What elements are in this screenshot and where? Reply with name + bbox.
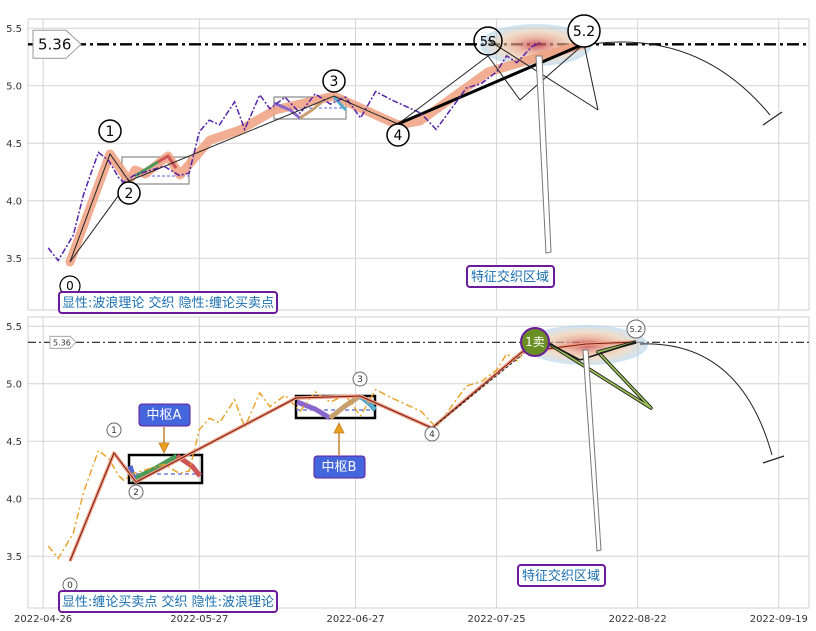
- top-hub-seg-green: [134, 160, 159, 178]
- svg-text:5.2: 5.2: [573, 24, 595, 40]
- top-wave-label-52: 5.2: [567, 14, 601, 48]
- bottom-bi-line: [69, 341, 637, 562]
- top-ytick-label: 5.5: [6, 24, 22, 35]
- top-ytick-label: 4.0: [6, 197, 22, 208]
- bottom-projection-leg-b: [545, 341, 581, 361]
- top-wave-label-4: 4: [386, 123, 410, 147]
- top-annotation-box: 特征交织区域: [466, 265, 555, 288]
- bottom-reference-label: 5.36: [53, 338, 71, 347]
- svg-text:2: 2: [125, 186, 134, 202]
- svg-text:1: 1: [111, 426, 117, 436]
- top-panel: 3.5 4.0 4.5 5.0 5.5 5.36: [6, 14, 810, 314]
- svg-text:5.2: 5.2: [630, 325, 643, 334]
- bottom-hub-seg-tan: [328, 393, 362, 420]
- bottom-wave-label-3: 3: [352, 371, 368, 387]
- svg-text:0: 0: [67, 581, 73, 591]
- bottom-wave-label-0: 0: [62, 577, 78, 593]
- bottom-wave-label-1: 1: [106, 422, 122, 438]
- bottom-projection-leg: [579, 341, 637, 361]
- top-wave-label-1: 1: [98, 119, 122, 143]
- svg-text:特征交织区域: 特征交织区域: [522, 568, 600, 584]
- bottom-annotation-pointer: [582, 349, 602, 552]
- xtick-label: 2022-09-19: [750, 614, 808, 625]
- svg-text:5S: 5S: [480, 35, 497, 50]
- bottom-projection-cap: [762, 455, 785, 464]
- xtick-label: 2022-05-27: [170, 614, 228, 625]
- svg-text:4: 4: [394, 128, 403, 144]
- sell-signal-label: 1卖: [525, 335, 545, 349]
- bottom-wave-label-2: 2: [128, 484, 144, 500]
- bottom-ytick-label: 4.5: [6, 437, 22, 448]
- svg-text:3: 3: [357, 375, 363, 385]
- bottom-x-axis: 2022-04-26 2022-05-27 2022-06-27 2022-07-25…: [14, 614, 808, 625]
- zhongshu-a-label: 中枢A: [138, 403, 191, 454]
- xtick-label: 2022-07-25: [468, 614, 526, 625]
- top-thin-52-down: [583, 43, 599, 111]
- svg-text:3: 3: [330, 74, 339, 90]
- top-caption-box: 显性:波浪理论 交织 隐性:缠论买卖点: [58, 291, 278, 314]
- top-ytick-label: 4.5: [6, 139, 22, 150]
- bottom-price-series: [47, 339, 543, 560]
- zhongshu-b-label: 中枢B: [313, 422, 366, 479]
- top-projection-cap: [762, 111, 783, 126]
- bottom-green-projection: [545, 341, 652, 409]
- xtick-label: 2022-08-22: [609, 614, 667, 625]
- top-plot-frame: [27, 18, 810, 311]
- bottom-panel: 3.54.04.55.05.5 2022-04-26 2022-05-27 2022…: [6, 316, 810, 625]
- top-ytick-label: 5.0: [6, 82, 22, 93]
- top-wave-label-2: 2: [117, 181, 141, 205]
- top-hub-seg-blue: [332, 96, 348, 112]
- bottom-hub-seg-purple: [296, 399, 332, 421]
- top-wave-label-5s: 5S: [473, 26, 503, 56]
- bottom-ytick-label: 5.5: [6, 322, 22, 333]
- bottom-y-axis: 3.5 4.0 4.5 5.0 5.5: [6, 322, 22, 563]
- top-ytick-label: 3.5: [6, 254, 22, 265]
- bottom-projection-arc: [639, 343, 773, 456]
- bottom-ytick-label: 5.0: [6, 380, 22, 391]
- bottom-reference-tag: 5.36: [49, 335, 77, 349]
- bottom-wave-label-52: 5.2: [626, 319, 646, 339]
- top-projection-arc: [591, 41, 771, 116]
- top-reference-label: 5.36: [38, 35, 71, 53]
- svg-text:特征交织区域: 特征交织区域: [471, 269, 549, 285]
- top-thin-cross-b: [487, 55, 521, 101]
- top-grid: [28, 19, 809, 310]
- bottom-caption-box: 显性:缠论买卖点 交织 隐性:波浪理论: [58, 590, 278, 613]
- bottom-annotation-box: 特征交织区域: [517, 564, 606, 587]
- svg-text:1: 1: [106, 124, 115, 140]
- svg-text:0: 0: [66, 279, 74, 293]
- top-hub-seg-tan: [299, 100, 323, 120]
- top-hub-seg-purple: [273, 101, 301, 120]
- xtick-label: 2022-04-26: [14, 614, 72, 625]
- top-thin-4-5: [397, 55, 489, 125]
- svg-text:中枢A: 中枢A: [147, 408, 182, 423]
- svg-text:4: 4: [429, 430, 435, 440]
- top-final-leg: [397, 42, 585, 126]
- bottom-ytick-label: 4.0: [6, 495, 22, 506]
- svg-text:显性:缠论买卖点 交织 隐性:波浪理论: 显性:缠论买卖点 交织 隐性:波浪理论: [62, 594, 274, 610]
- top-y-axis: 3.5 4.0 4.5 5.0 5.5: [6, 24, 22, 265]
- top-wave-label-3: 3: [322, 69, 346, 93]
- top-reference-tag: 5.36: [32, 29, 82, 59]
- top-thin-cross: [519, 43, 585, 101]
- svg-text:显性:波浪理论 交织 隐性:缠论买卖点: 显性:波浪理论 交织 隐性:缠论买卖点: [62, 295, 274, 311]
- xtick-label: 2022-06-27: [326, 614, 384, 625]
- svg-text:2: 2: [133, 488, 139, 498]
- bottom-sell-signal: 1卖: [520, 327, 550, 357]
- bottom-ytick-label: 3.5: [6, 552, 22, 563]
- svg-text:中枢B: 中枢B: [322, 460, 357, 475]
- top-annotation-pointer: [535, 55, 552, 254]
- bottom-plot-frame: [27, 316, 810, 609]
- top-hub-seg-red: [157, 153, 178, 169]
- bottom-wave-label-4: 4: [424, 426, 440, 442]
- bottom-dash-4-5: [431, 354, 523, 429]
